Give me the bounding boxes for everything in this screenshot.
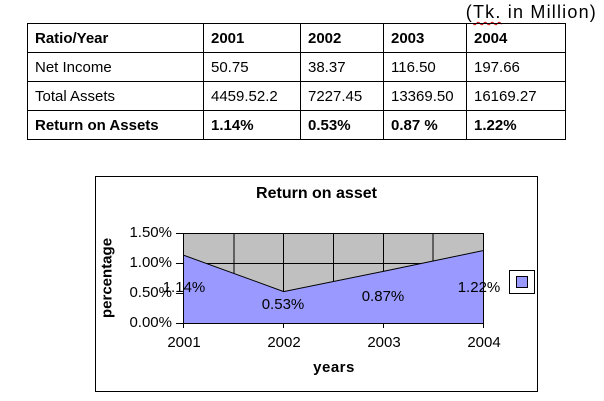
chart: Return on asset percentage 1.50% 1.00% 0…: [95, 176, 538, 392]
x-tick-label: 2003: [367, 334, 401, 351]
row-label-cell: Net Income: [27, 52, 204, 82]
data-label: 1.14%: [162, 278, 206, 296]
y-tick-mark: [176, 323, 183, 324]
x-tick-mark: [483, 324, 484, 328]
value-cell: 4459.52.2: [203, 81, 301, 111]
y-axis-title: percentage: [98, 237, 116, 319]
value-cell: 38.37: [300, 52, 384, 82]
value-cell: 0.53%: [300, 110, 384, 140]
value-cell: 1.14%: [203, 110, 301, 140]
area-outline: [184, 250, 483, 293]
table-row: Net Income 50.75 38.37 116.50 197.66: [27, 52, 566, 82]
y-tick-mark: [176, 293, 183, 294]
x-tick-label: 2002: [267, 334, 301, 351]
unit-note-rest: in Million): [501, 2, 597, 22]
x-tick-label: 2001: [167, 334, 201, 351]
header-cell: Ratio/Year: [27, 23, 204, 53]
legend: [509, 270, 535, 294]
legend-series-marker-icon: [516, 276, 528, 288]
x-axis-title: years: [313, 359, 355, 376]
table-row: Total Assets 4459.52.2 7227.45 13369.50 …: [27, 81, 566, 111]
area-chart-svg: [184, 234, 483, 323]
y-tick-mark: [176, 233, 183, 234]
y-tick-label: 1.50%: [129, 224, 172, 241]
value-cell: 197.66: [466, 52, 566, 82]
value-cell: 1.22%: [466, 110, 566, 140]
data-label: 0.87%: [361, 287, 405, 305]
table-header-row: Ratio/Year 2001 2002 2003 2004: [27, 23, 566, 53]
ratio-table: Ratio/Year 2001 2002 2003 2004 Net Incom…: [27, 23, 566, 140]
area-fill: [184, 250, 483, 323]
data-label: 1.22%: [457, 278, 501, 296]
y-tick-label: 0.50%: [129, 284, 172, 301]
header-cell: 2003: [383, 23, 467, 53]
row-label-cell: Total Assets: [27, 81, 204, 111]
y-tick-label: 0.00%: [129, 314, 172, 331]
row-label-cell: Return on Assets: [27, 110, 204, 140]
header-cell: 2004: [466, 23, 566, 53]
value-cell: 116.50: [383, 52, 467, 82]
value-cell: 7227.45: [300, 81, 384, 111]
x-tick-mark: [183, 324, 184, 328]
x-tick-mark: [383, 324, 384, 328]
x-tick-label: 2004: [467, 334, 501, 351]
x-tick-mark: [283, 324, 284, 328]
value-cell: 13369.50: [383, 81, 467, 111]
header-cell: 2002: [300, 23, 384, 53]
value-cell: 0.87 %: [383, 110, 467, 140]
plot-area: [183, 233, 484, 324]
y-tick-mark: [176, 263, 183, 264]
header-cell: 2001: [203, 23, 301, 53]
unit-note: (Tk. in Million): [466, 2, 597, 23]
table-row: Return on Assets 1.14% 0.53% 0.87 % 1.22…: [27, 110, 566, 140]
unit-note-open: (: [465, 2, 473, 22]
value-cell: 16169.27: [466, 81, 566, 111]
unit-note-misspelled-word: Tk.: [472, 2, 502, 22]
data-label: 0.53%: [261, 296, 305, 314]
value-cell: 50.75: [203, 52, 301, 82]
chart-title: Return on asset: [256, 185, 377, 202]
y-tick-label: 1.00%: [129, 254, 172, 271]
